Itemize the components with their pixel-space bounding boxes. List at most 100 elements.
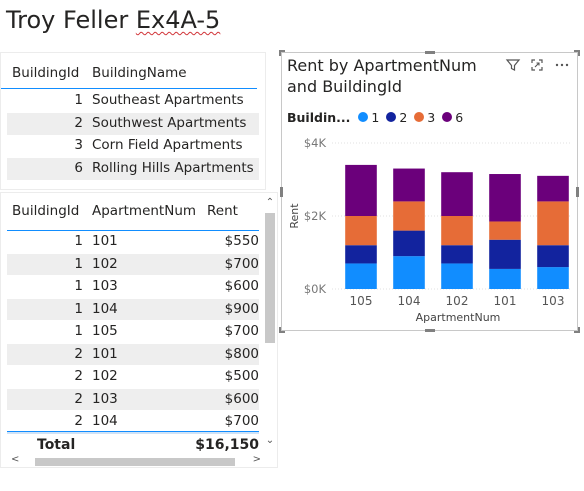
stacked-column-chart-visual[interactable]: Rent by ApartmentNum and BuildingId Buil…: [279, 50, 580, 333]
legend-label: 6: [455, 109, 464, 125]
apartment-table[interactable]: BuildingId ApartmentNum Rent 1 101 $550 1 10…: [0, 192, 278, 468]
bar-segment[interactable]: [393, 201, 425, 231]
bar-segment[interactable]: [345, 245, 377, 264]
visual-header-icons: [505, 57, 571, 73]
cell-apartment-num: 105: [92, 323, 118, 339]
table-row[interactable]: 3 Corn Field Apartments: [7, 135, 259, 157]
x-axis-title: ApartmentNum: [416, 311, 501, 324]
legend-label: 2: [399, 109, 408, 125]
resize-handle[interactable]: [576, 187, 579, 197]
chart-plot-area[interactable]: $0K $2K $4K Rent 105 104 102 101 103 ApartmentNum: [282, 133, 577, 328]
chart-title: Rent by ApartmentNum and BuildingId: [287, 56, 477, 96]
cell-apartment-num: 103: [92, 390, 118, 407]
bar-segment[interactable]: [441, 172, 473, 216]
bar-segment[interactable]: [393, 230, 425, 257]
scroll-left-arrow-icon[interactable]: <: [11, 454, 20, 465]
column-header-buildingid[interactable]: BuildingId: [12, 65, 80, 81]
column-header-apartmentnum[interactable]: ApartmentNum: [92, 203, 197, 219]
resize-handle[interactable]: [425, 51, 435, 54]
building-table[interactable]: BuildingId BuildingName 1 Southeast Apar…: [0, 52, 266, 190]
chart-legend: Buildin... 1 2 3 6: [287, 109, 470, 125]
table-row[interactable]: 2 Southwest Apartments: [7, 113, 259, 135]
column-header-buildingname[interactable]: BuildingName: [92, 65, 187, 81]
legend-marker: [442, 112, 453, 122]
bar-segment[interactable]: [489, 239, 521, 269]
column-header-rent[interactable]: Rent: [207, 203, 238, 219]
cell-rent: $900: [224, 300, 259, 317]
legend-item[interactable]: 2: [386, 110, 407, 125]
legend-marker: [358, 112, 369, 122]
total-value: $16,150: [195, 437, 259, 453]
table-row[interactable]: 2 102 $500: [7, 366, 259, 387]
x-tick-label: 104: [398, 294, 421, 308]
cell-building-name: Corn Field Apartments: [92, 137, 243, 153]
table-row[interactable]: 2 103 $600: [7, 388, 259, 410]
table-row[interactable]: 1 102 $700: [7, 253, 259, 275]
filter-icon[interactable]: [505, 57, 521, 73]
focus-mode-icon[interactable]: [529, 57, 545, 73]
table-row[interactable]: 6 Rolling Hills Apartments: [7, 158, 259, 180]
cell-rent: $600: [224, 278, 259, 294]
cell-building-name: Rolling Hills Apartments: [92, 160, 254, 176]
horizontal-scroll-thumb[interactable]: [35, 458, 235, 466]
bar-segment[interactable]: [441, 245, 473, 264]
scroll-up-arrow-icon[interactable]: ⌃: [265, 197, 275, 208]
horizontal-scrollbar[interactable]: < >: [7, 454, 263, 467]
y-tick-label: $2K: [304, 209, 327, 223]
bar-segment[interactable]: [537, 175, 569, 202]
bar-segment[interactable]: [345, 263, 377, 289]
resize-handle[interactable]: [279, 50, 285, 56]
vertical-scrollbar[interactable]: ⌃ ⌄: [263, 193, 277, 453]
cell-building-id: 1: [74, 233, 83, 249]
legend-marker: [386, 112, 397, 122]
cell-apartment-num: 104: [92, 413, 118, 429]
cell-building-name: Southeast Apartments: [92, 92, 244, 108]
cell-apartment-num: 101: [92, 345, 118, 362]
total-separator: [7, 431, 259, 434]
bar-segment[interactable]: [489, 268, 521, 289]
cell-building-id: 1: [74, 278, 83, 294]
table-row[interactable]: 1 Southeast Apartments: [7, 90, 259, 112]
table-row[interactable]: 1 101 $550: [7, 231, 259, 252]
cell-apartment-num: 102: [92, 255, 118, 272]
scroll-right-arrow-icon[interactable]: >: [252, 454, 261, 465]
bar-segment[interactable]: [489, 174, 521, 222]
resize-handle[interactable]: [574, 327, 580, 333]
table-row[interactable]: 1 105 $700: [7, 321, 259, 342]
column-header-buildingid[interactable]: BuildingId: [12, 203, 80, 219]
legend-item[interactable]: 6: [442, 110, 463, 125]
vertical-scroll-thumb[interactable]: [265, 213, 275, 343]
cell-building-id: 2: [74, 115, 83, 131]
table-row[interactable]: 1 104 $900: [7, 298, 259, 320]
bar-segment[interactable]: [393, 256, 425, 289]
table-row[interactable]: 2 104 $700: [7, 411, 259, 432]
bar-segment[interactable]: [537, 267, 569, 289]
cell-apartment-num: 104: [92, 300, 118, 317]
bar-segment[interactable]: [489, 221, 521, 240]
page-title: Troy Feller Ex4A-5: [6, 6, 220, 34]
table-row[interactable]: 2 101 $800: [7, 343, 259, 365]
resize-handle[interactable]: [425, 329, 435, 332]
cell-building-id: 6: [74, 160, 83, 176]
bar-segment[interactable]: [345, 216, 377, 246]
resize-handle[interactable]: [280, 187, 283, 197]
scroll-down-arrow-icon[interactable]: ⌄: [265, 435, 275, 446]
bar-segment[interactable]: [345, 164, 377, 216]
bar-segment[interactable]: [393, 168, 425, 202]
table-row[interactable]: 1 103 $600: [7, 276, 259, 297]
legend-item[interactable]: 1: [358, 110, 379, 125]
x-tick-label: 102: [446, 294, 469, 308]
apartment-table-header: BuildingId ApartmentNum Rent: [7, 193, 259, 231]
bar-segment[interactable]: [441, 263, 473, 289]
more-options-icon[interactable]: [553, 57, 571, 73]
resize-handle[interactable]: [574, 50, 580, 56]
cell-apartment-num: 102: [92, 368, 118, 384]
bar-segment[interactable]: [441, 216, 473, 246]
resize-handle[interactable]: [279, 327, 285, 333]
cell-building-id: 2: [74, 368, 83, 384]
bar-segment[interactable]: [537, 245, 569, 268]
bar-segment[interactable]: [537, 201, 569, 246]
cell-apartment-num: 103: [92, 278, 118, 294]
cell-rent: $700: [224, 323, 259, 339]
legend-item[interactable]: 3: [414, 110, 435, 125]
